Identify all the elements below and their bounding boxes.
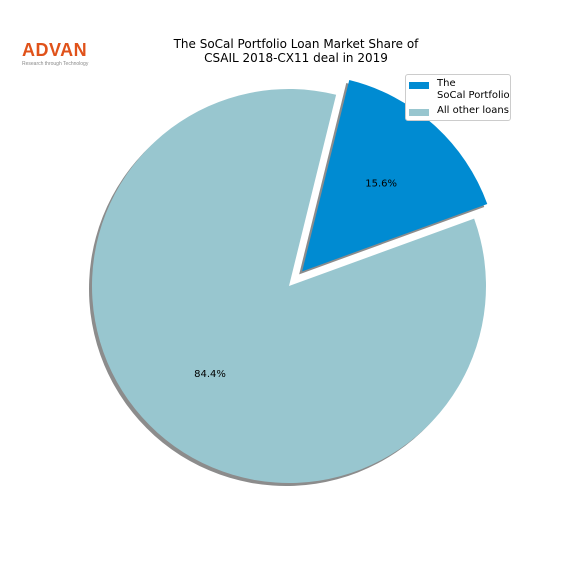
pie-slice-the-socal-portfolio [302, 80, 488, 272]
pie-label-layer: 15.6% 84.4% [194, 178, 397, 380]
legend-item-socal-portfolio: The SoCal Portfolio [409, 78, 510, 102]
chart-legend: The SoCal Portfolio All other loans [405, 74, 511, 121]
legend-swatch-all-other-loans [409, 109, 429, 116]
legend-label-socal-portfolio: The SoCal Portfolio [437, 78, 510, 101]
pie-label-the-socal-portfolio: 15.6% [365, 178, 397, 189]
chart-title-line-1: The SoCal Portfolio Loan Market Share of [173, 37, 419, 51]
legend-swatch-socal-portfolio [409, 82, 429, 89]
chart-title-line-2: CSAIL 2018-CX11 deal in 2019 [204, 51, 388, 65]
pie-label-all-other-loans: 84.4% [194, 369, 226, 380]
logo-wordmark: ADVAN [22, 40, 88, 60]
logo-tagline: Research through Technology [22, 61, 89, 67]
advan-logo: ADVAN Research through Technology [22, 40, 92, 67]
chart-title: The SoCal Portfolio Loan Market Share of… [96, 37, 496, 65]
pie-slice-layer [92, 80, 488, 484]
legend-label-all-other-loans: All other loans [437, 105, 509, 116]
legend-item-all-other-loans: All other loans [409, 105, 510, 117]
pie-slice-all-other-loans [92, 89, 487, 484]
